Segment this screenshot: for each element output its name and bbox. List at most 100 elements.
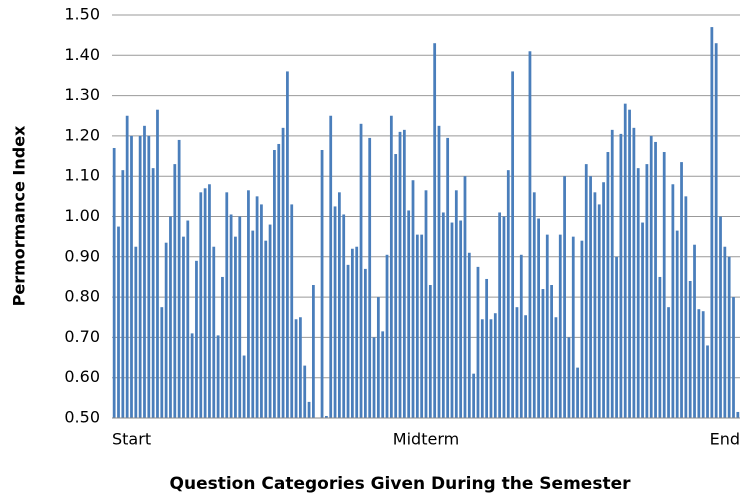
bar xyxy=(394,154,398,418)
bar xyxy=(186,220,190,418)
bar xyxy=(558,234,562,418)
bar xyxy=(286,71,289,419)
bar xyxy=(169,216,172,418)
bar xyxy=(398,131,402,418)
bar xyxy=(654,141,657,418)
bar xyxy=(333,206,337,418)
bar xyxy=(706,345,709,418)
bar xyxy=(407,210,411,418)
bar xyxy=(602,182,605,418)
y-tick-label: 0.80 xyxy=(64,287,100,306)
bar xyxy=(117,226,120,418)
bar xyxy=(502,216,506,418)
bar xyxy=(234,236,237,418)
bar xyxy=(415,234,419,418)
bar xyxy=(506,170,510,418)
bar xyxy=(346,264,350,418)
bar xyxy=(459,220,463,418)
bar xyxy=(688,280,692,418)
bar xyxy=(454,190,458,418)
bar xyxy=(160,307,164,418)
bar xyxy=(151,168,155,418)
bar xyxy=(623,103,627,418)
bar xyxy=(476,266,480,418)
bar xyxy=(299,317,302,418)
bar xyxy=(437,125,441,418)
x-tick-label: Start xyxy=(112,430,151,449)
bar xyxy=(511,71,515,419)
bar xyxy=(628,109,631,418)
bar xyxy=(597,204,601,418)
bar xyxy=(658,276,662,418)
bar xyxy=(229,214,233,418)
bar xyxy=(363,268,367,418)
bar xyxy=(164,242,168,418)
x-tick-label: End xyxy=(710,430,740,449)
x-tick-label: Midterm xyxy=(393,430,459,449)
bar xyxy=(238,216,242,418)
bar xyxy=(563,176,566,418)
bar xyxy=(368,137,372,419)
bar xyxy=(389,115,393,418)
bar xyxy=(723,246,727,418)
y-tick-label: 0.90 xyxy=(64,246,100,265)
bar xyxy=(632,127,636,418)
bar xyxy=(671,184,675,418)
bar xyxy=(545,234,549,418)
bar xyxy=(329,115,333,418)
bar xyxy=(645,164,649,418)
bar xyxy=(606,152,610,418)
bar xyxy=(463,176,467,418)
x-axis-title: Question Categories Given During the Sem… xyxy=(170,474,632,494)
bar xyxy=(342,214,346,418)
bar xyxy=(251,230,255,418)
bar xyxy=(472,373,476,418)
bar xyxy=(212,246,216,418)
y-tick-label: 1.10 xyxy=(64,166,100,185)
bar xyxy=(576,367,579,418)
bar xyxy=(112,147,116,419)
bar xyxy=(420,234,424,418)
bar xyxy=(199,192,203,418)
bar xyxy=(615,256,618,418)
bar xyxy=(312,285,315,418)
bar xyxy=(571,236,575,418)
y-tick-label: 1.20 xyxy=(64,125,100,144)
bar xyxy=(732,297,735,418)
bar xyxy=(130,135,133,418)
y-tick-label: 0.50 xyxy=(64,408,100,427)
bar xyxy=(519,254,523,418)
bar xyxy=(433,43,437,419)
bar xyxy=(550,285,553,418)
bar xyxy=(554,317,558,418)
bar xyxy=(498,212,502,418)
bar xyxy=(125,115,129,418)
bar xyxy=(247,190,250,418)
bar xyxy=(355,246,359,418)
bar xyxy=(649,135,653,418)
bar xyxy=(138,135,142,418)
bar xyxy=(719,216,722,418)
bar xyxy=(281,127,285,418)
bar xyxy=(156,109,159,418)
bar xyxy=(376,297,380,418)
bar xyxy=(736,411,740,418)
bar xyxy=(303,365,307,418)
bar xyxy=(693,244,696,418)
bar xyxy=(143,125,146,418)
bar xyxy=(424,190,428,418)
y-tick-label: 0.60 xyxy=(64,367,100,386)
bar xyxy=(273,150,276,418)
bar xyxy=(493,313,497,418)
bar xyxy=(619,133,623,418)
bar xyxy=(173,164,177,418)
bar xyxy=(320,150,324,418)
bar xyxy=(480,319,484,418)
bar xyxy=(277,143,281,418)
bar xyxy=(684,196,688,418)
bar xyxy=(727,256,731,418)
bar xyxy=(177,139,181,418)
bar xyxy=(580,240,584,418)
bar xyxy=(589,176,592,418)
bar xyxy=(428,285,432,418)
